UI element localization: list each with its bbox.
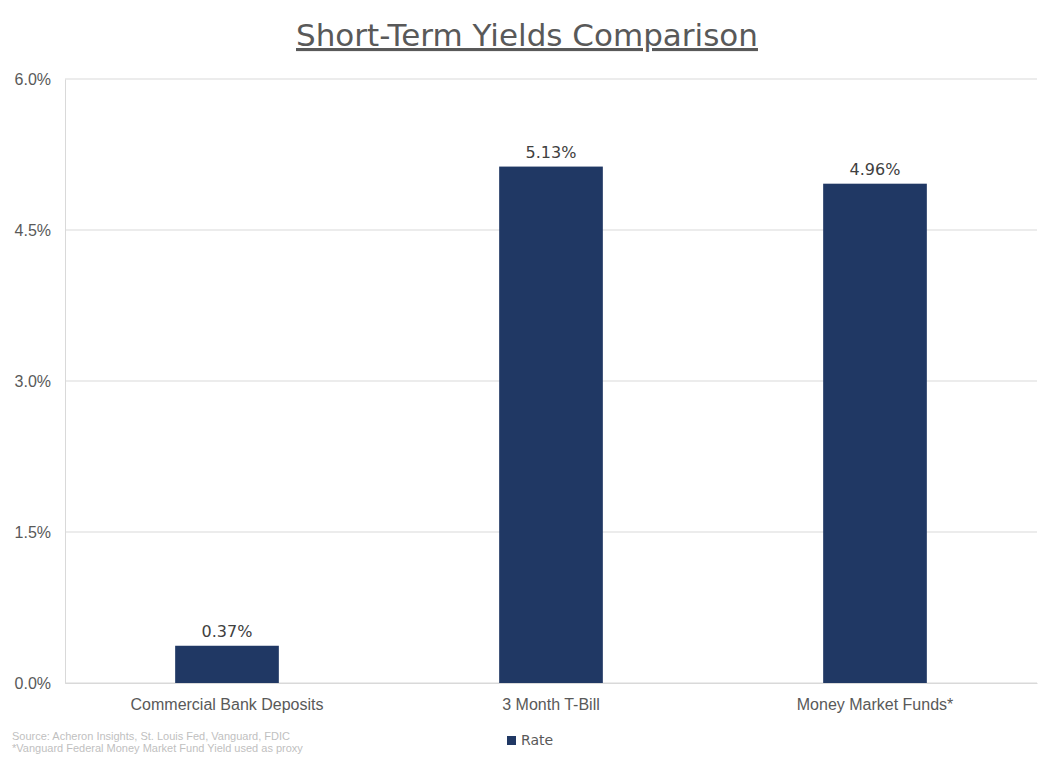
annotation: Source: Acheron Insights, St. Louis Fed,…: [12, 730, 290, 742]
data-labels: 0.37% 5.13% 4.96%: [202, 143, 901, 641]
grid-line: [65, 79, 1037, 80]
bar: [823, 184, 927, 683]
y-axis: 0.0% 1.5% 3.0% 4.5% 6.0%: [15, 71, 66, 692]
legend-swatch: [507, 736, 516, 745]
data-label: 5.13%: [526, 143, 577, 162]
data-label: 4.96%: [850, 160, 901, 179]
title: Short-Term Yields Comparison: [296, 17, 758, 53]
y-tick-label: 3.0%: [15, 373, 51, 390]
x-tick-label: Money Market Funds*: [797, 696, 954, 713]
y-tick: 1.5%: [15, 524, 65, 541]
annotation: *Vanguard Federal Money Market Fund Yiel…: [12, 742, 303, 754]
x-tick: Money Market Funds*: [797, 683, 954, 713]
bar: [175, 646, 279, 683]
x-tick: Commercial Bank Deposits: [131, 683, 324, 713]
y-tick-label: 4.5%: [15, 222, 51, 239]
x-axis: Commercial Bank Deposits 3 Month T-Bill Mo…: [66, 683, 1038, 713]
legend: Rate: [507, 732, 553, 748]
y-axis-line: [65, 80, 66, 684]
y-tick-label: 0.0%: [15, 675, 51, 692]
chart: Short-Term Yields Comparison 0.0% 1.5% 3.0%…: [0, 0, 1054, 770]
y-tick-label: 6.0%: [15, 71, 51, 88]
legend-label: Rate: [521, 732, 553, 748]
grid: [65, 79, 1037, 683]
bars: [175, 167, 927, 683]
x-tick: 3 Month T-Bill: [502, 683, 600, 713]
y-tick: 3.0%: [15, 373, 65, 390]
bar: [499, 167, 603, 683]
y-tick: 4.5%: [15, 222, 65, 239]
x-tick-label: Commercial Bank Deposits: [131, 696, 324, 713]
y-tick-label: 1.5%: [15, 524, 51, 541]
data-label: 0.37%: [202, 622, 253, 641]
annotations: Source: Acheron Insights, St. Louis Fed,…: [12, 730, 303, 754]
y-tick: 0.0%: [15, 675, 65, 692]
x-tick-label: 3 Month T-Bill: [502, 696, 600, 713]
y-tick: 6.0%: [15, 71, 65, 88]
x-axis-line: [66, 683, 1038, 684]
